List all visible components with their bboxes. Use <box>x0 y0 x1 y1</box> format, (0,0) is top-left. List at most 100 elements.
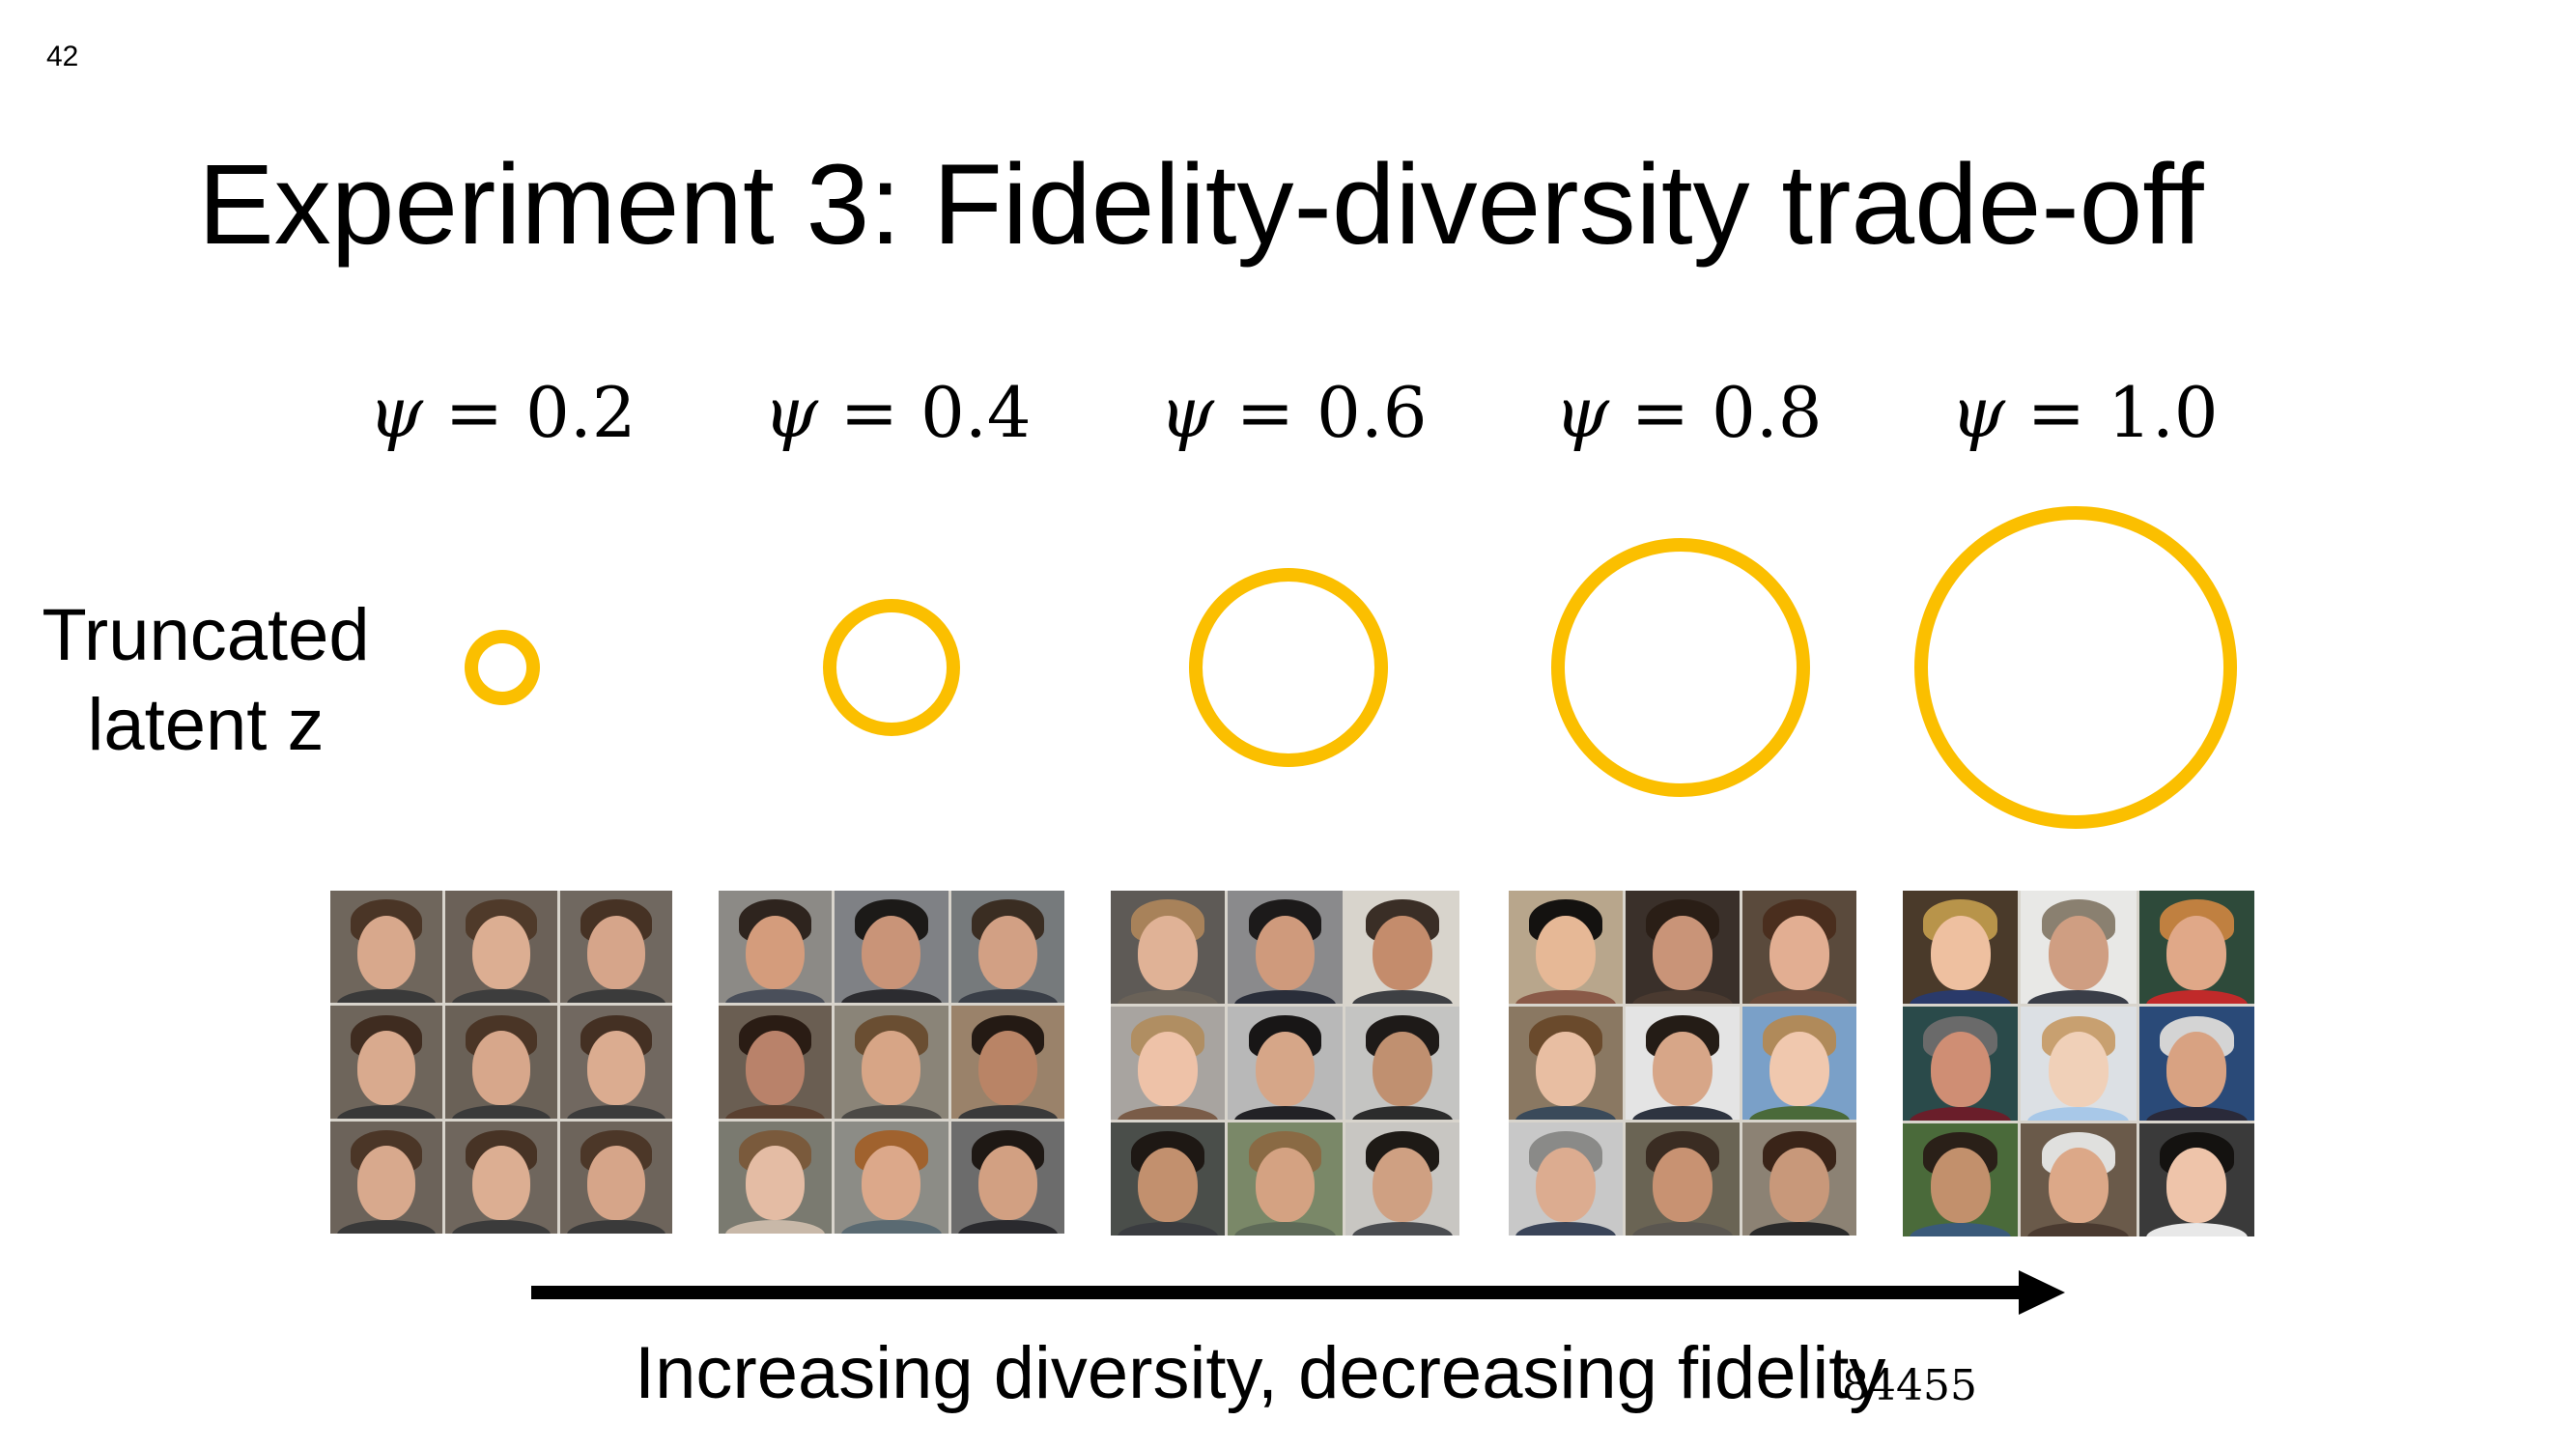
face-shoulders <box>841 1220 942 1234</box>
face-shoulders <box>957 1220 1058 1234</box>
face-shoulders <box>451 989 552 1004</box>
psi-label-5: ψ = 1.0 <box>1939 372 2229 453</box>
face-head <box>2166 1148 2227 1223</box>
face-head <box>862 915 921 990</box>
face-shoulders <box>1632 1105 1733 1120</box>
face-thumbnail <box>1509 1007 1623 1120</box>
face-head <box>977 1030 1037 1105</box>
face-head <box>586 915 646 990</box>
face-head <box>1373 1031 1432 1106</box>
slide-code: 84455 <box>1842 1361 1977 1410</box>
face-thumbnail <box>1509 891 1623 1004</box>
psi-value: = 0.8 <box>1608 372 1823 453</box>
face-thumbnail <box>445 1006 557 1119</box>
face-shoulders <box>1118 1221 1219 1236</box>
face-head <box>1373 1147 1432 1222</box>
face-thumbnail <box>719 891 833 1004</box>
truncation-circle-5 <box>1914 506 2237 829</box>
face-thumbnail <box>1111 1122 1226 1236</box>
truncation-circle-1 <box>465 630 540 705</box>
face-head <box>1930 915 1991 991</box>
face-shoulders <box>1910 1106 2012 1121</box>
face-thumbnail <box>1228 1007 1343 1120</box>
truncation-circle-3 <box>1189 568 1388 767</box>
psi-value: = 1.0 <box>2004 372 2219 453</box>
face-thumbnail <box>560 891 672 1004</box>
face-head <box>1255 915 1316 990</box>
face-thumbnail <box>1903 1122 2019 1236</box>
face-thumbnail <box>950 1121 1064 1234</box>
face-head <box>1536 915 1596 990</box>
face-thumbnail <box>1111 1007 1226 1120</box>
face-thumbnail <box>2138 891 2254 1005</box>
face-shoulders <box>841 989 942 1004</box>
face-thumbnail <box>719 1121 833 1234</box>
face-shoulders <box>1910 1222 2012 1236</box>
face-thumbnail <box>835 1121 948 1234</box>
face-head <box>2048 1032 2109 1107</box>
face-head <box>1653 1031 1713 1106</box>
slide-title: Experiment 3: Fidelity-diversity trade-o… <box>198 141 2204 269</box>
face-grid-psi-0-2 <box>330 891 672 1234</box>
face-head <box>746 915 806 990</box>
face-thumbnail <box>835 891 948 1004</box>
face-thumbnail <box>1626 1122 1740 1236</box>
face-thumbnail <box>330 1006 442 1119</box>
face-head <box>586 1146 646 1221</box>
psi-label-3: ψ = 0.6 <box>1148 372 1438 453</box>
face-thumbnail <box>950 891 1064 1004</box>
face-shoulders <box>336 989 437 1004</box>
face-shoulders <box>725 1220 826 1234</box>
face-thumbnail <box>1111 891 1226 1004</box>
psi-symbol: ψ <box>1159 372 1214 453</box>
face-shoulders <box>451 1104 552 1119</box>
face-head <box>977 915 1037 990</box>
face-shoulders <box>1515 1105 1616 1120</box>
face-head <box>1769 1147 1829 1222</box>
face-thumbnail <box>1742 1122 1856 1236</box>
psi-label-1: ψ = 0.2 <box>357 372 647 453</box>
face-head <box>746 1146 806 1221</box>
face-thumbnail <box>950 1006 1064 1119</box>
face-head <box>862 1030 921 1105</box>
face-thumbnail <box>719 1006 833 1119</box>
truncation-circle-4 <box>1551 538 1810 797</box>
face-head <box>1769 1031 1829 1106</box>
psi-label-4: ψ = 0.8 <box>1543 372 1833 453</box>
face-shoulders <box>2027 1222 2130 1236</box>
face-thumbnail <box>1228 891 1343 1004</box>
psi-symbol: ψ <box>763 372 818 453</box>
face-head <box>1653 915 1713 990</box>
face-thumbnail <box>445 1121 557 1234</box>
page-number: 42 <box>46 41 79 72</box>
face-head <box>1255 1147 1316 1222</box>
face-head <box>1536 1147 1596 1222</box>
face-shoulders <box>957 1104 1058 1119</box>
face-thumbnail <box>560 1121 672 1234</box>
face-thumbnail <box>445 891 557 1004</box>
face-thumbnail <box>2021 891 2137 1005</box>
face-thumbnail <box>330 891 442 1004</box>
face-head <box>1255 1031 1316 1106</box>
face-thumbnail <box>1903 891 2019 1005</box>
arrow-caption: Increasing diversity, decreasing fidelit… <box>635 1332 1886 1414</box>
face-head <box>471 915 531 990</box>
face-head <box>471 1030 531 1105</box>
truncated-latent-label: Truncated latent z <box>37 591 375 770</box>
face-shoulders <box>1234 1105 1336 1120</box>
face-head <box>1138 1031 1198 1106</box>
face-shoulders <box>1351 1221 1453 1236</box>
side-label-line2: latent z <box>87 683 325 766</box>
face-head <box>862 1146 921 1221</box>
psi-symbol: ψ <box>1554 372 1609 453</box>
face-head <box>1138 915 1198 990</box>
face-thumbnail <box>2138 1122 2254 1236</box>
truncation-circle-2 <box>823 599 960 736</box>
face-thumbnail <box>1626 1007 1740 1120</box>
face-head <box>1536 1031 1596 1106</box>
face-thumbnail <box>2021 1007 2137 1121</box>
face-thumbnail <box>835 1006 948 1119</box>
face-head <box>2048 915 2109 991</box>
face-shoulders <box>1351 989 1453 1004</box>
face-shoulders <box>957 989 1058 1004</box>
